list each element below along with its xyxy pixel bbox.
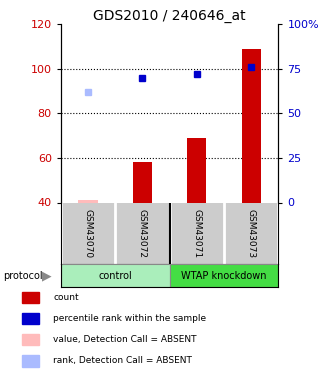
- Text: value, Detection Call = ABSENT: value, Detection Call = ABSENT: [53, 335, 196, 344]
- Text: GSM43070: GSM43070: [84, 209, 92, 258]
- Text: control: control: [98, 271, 132, 280]
- Bar: [22, 292, 39, 303]
- Text: WTAP knockdown: WTAP knockdown: [181, 271, 267, 280]
- Bar: [242, 49, 261, 202]
- Text: GSM43073: GSM43073: [247, 209, 256, 258]
- Text: GSM43072: GSM43072: [138, 209, 147, 258]
- Text: protocol: protocol: [3, 271, 43, 280]
- Bar: [170, 264, 278, 287]
- Title: GDS2010 / 240646_at: GDS2010 / 240646_at: [93, 9, 246, 23]
- Bar: [22, 334, 39, 345]
- Bar: [22, 355, 39, 367]
- Bar: [187, 138, 206, 202]
- Text: count: count: [53, 293, 79, 302]
- Text: GSM43071: GSM43071: [192, 209, 201, 258]
- Bar: [22, 313, 39, 324]
- Bar: [61, 264, 170, 287]
- Text: percentile rank within the sample: percentile rank within the sample: [53, 314, 206, 323]
- Text: ▶: ▶: [42, 269, 51, 282]
- Bar: [133, 162, 152, 202]
- Bar: [78, 200, 98, 202]
- Text: rank, Detection Call = ABSENT: rank, Detection Call = ABSENT: [53, 356, 192, 365]
